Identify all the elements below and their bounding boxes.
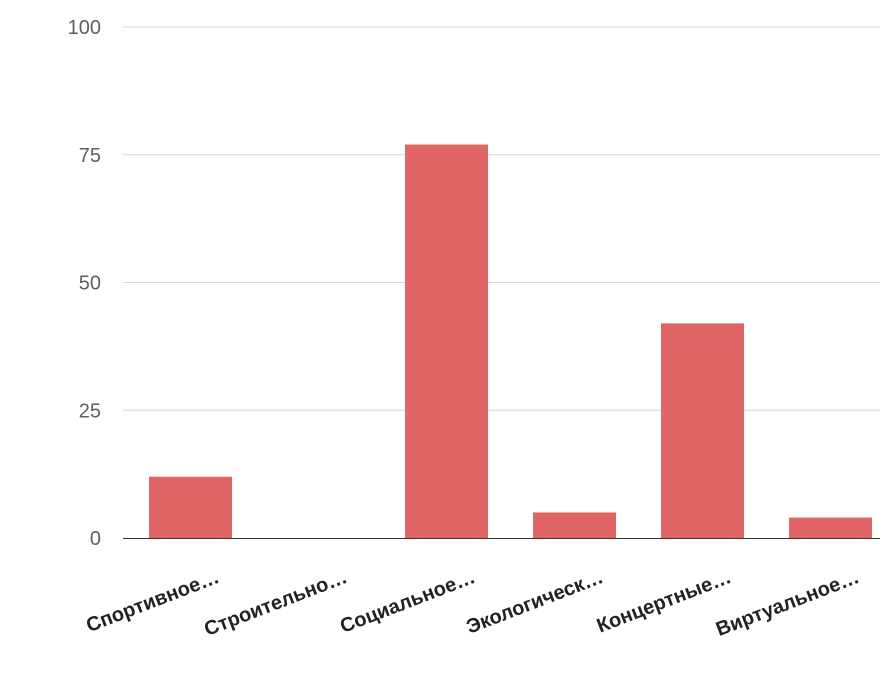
y-tick-label: 25 — [79, 400, 101, 422]
bar-4[interactable] — [533, 512, 616, 538]
bar-6[interactable] — [789, 517, 872, 538]
x-tick-label: Спортивное… — [83, 566, 222, 637]
y-tick-label: 50 — [79, 273, 101, 295]
bar-5[interactable] — [661, 323, 744, 538]
gridlines — [123, 26, 880, 411]
y-tick-label: 0 — [90, 528, 101, 550]
bars — [149, 144, 872, 538]
x-tick-label: Экологическ… — [463, 566, 606, 638]
y-axis-tick-labels: 0 25 50 75 100 — [68, 17, 101, 550]
x-tick-label: Строительно… — [201, 566, 350, 641]
x-tick-label: Социальное… — [337, 566, 478, 638]
bar-3[interactable] — [405, 144, 488, 538]
y-tick-label: 100 — [68, 17, 101, 39]
y-tick-label: 75 — [79, 145, 101, 167]
bar-1[interactable] — [149, 476, 232, 538]
x-axis-tick-labels: Спортивное…Строительно…Социальное…Эколог… — [83, 566, 862, 641]
x-tick-label: Концертные… — [594, 566, 734, 637]
x-tick-label: Виртуальное… — [713, 566, 862, 641]
